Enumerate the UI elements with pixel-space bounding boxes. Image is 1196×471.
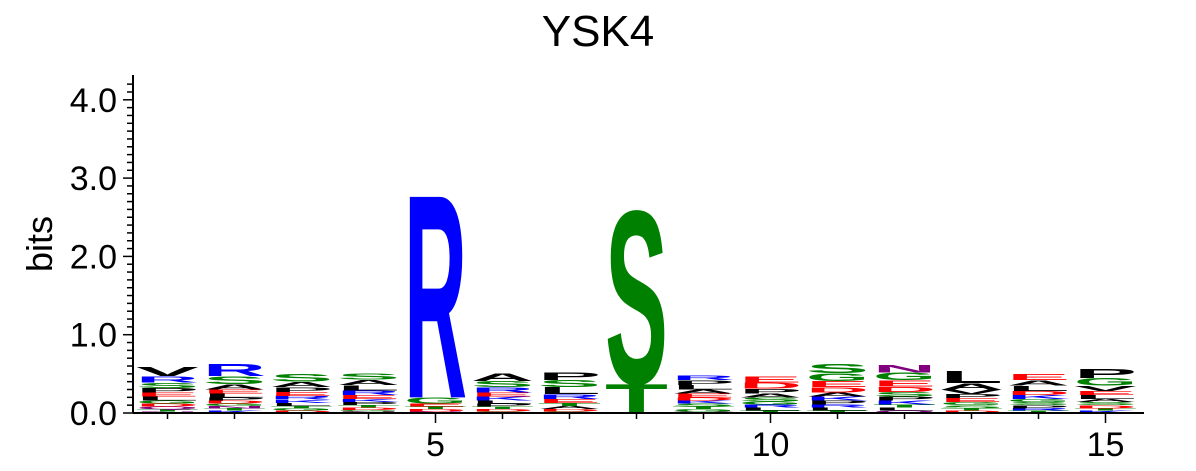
stack-position-10: TLRGSAPDE bbox=[739, 375, 802, 414]
stack-position-8: TS bbox=[605, 159, 668, 437]
logo-letter-E: E bbox=[739, 375, 802, 385]
logo-letter-N: N bbox=[873, 363, 936, 375]
logo-letter-L: L bbox=[940, 367, 1003, 387]
logo-letter-S: S bbox=[605, 159, 668, 437]
logo-letter-S: S bbox=[337, 372, 400, 382]
y-tick-label: 3.0 bbox=[70, 160, 117, 198]
y-tick-label: 2.0 bbox=[70, 238, 117, 276]
logo-stacks: NTQDGLEPSRVKTNGDPLEASRDGTLKREPASNGDTPKER… bbox=[136, 133, 1137, 460]
logo-letter-P: P bbox=[538, 370, 601, 382]
logo-letter-S: S bbox=[806, 361, 869, 376]
logo-letter-V: V bbox=[136, 365, 199, 380]
y-tick-label: 0.0 bbox=[70, 395, 117, 433]
chart-title: YSK4 bbox=[542, 7, 655, 56]
logo-letter-R: R bbox=[203, 361, 266, 380]
logo-letter-S: S bbox=[270, 372, 333, 384]
logo-letter-P: P bbox=[1074, 366, 1137, 381]
y-tick-label: 1.0 bbox=[70, 317, 117, 355]
x-tick-label: 5 bbox=[426, 426, 445, 464]
y-tick-label: 4.0 bbox=[70, 82, 117, 120]
logo-letter-A: A bbox=[471, 371, 534, 383]
logo-letter-R: R bbox=[672, 374, 735, 381]
stack-position-5: NDTEGR bbox=[404, 133, 467, 460]
y-axis-label: bits bbox=[19, 216, 60, 272]
stack-position-1: NTQDGLEPSRV bbox=[136, 365, 199, 414]
stack-position-6: GDTPLKERSA bbox=[471, 371, 535, 413]
stack-position-4: NGDTPKERLAS bbox=[337, 372, 401, 414]
stack-position-9: VGTSKDEALPR bbox=[672, 374, 736, 413]
x-tick-label: 10 bbox=[752, 426, 790, 464]
x-tick-label: 15 bbox=[1087, 426, 1125, 464]
logo-letter-E: E bbox=[1007, 372, 1070, 382]
stack-position-7: GDATERLSP bbox=[538, 370, 601, 413]
logo-letter-R: R bbox=[404, 133, 467, 460]
